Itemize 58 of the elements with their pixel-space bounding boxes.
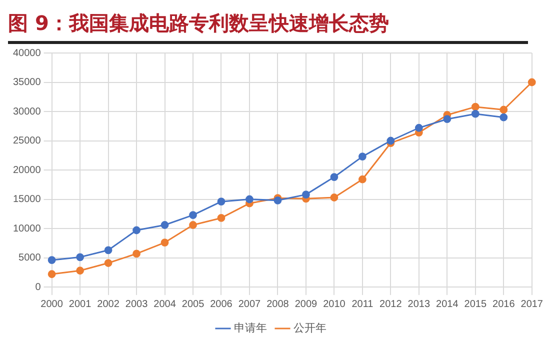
point [76,253,84,262]
point [48,256,56,264]
point [500,106,508,114]
point [160,238,169,246]
legend-label: 申请年 [234,321,267,334]
point [104,246,112,254]
chart-title: 图 9：我国集成电路专利数呈快速增长态势 [8,10,390,37]
y-tick-label: 0 [35,282,42,293]
point [358,175,366,184]
x-tick-label: 2004 [154,298,176,310]
point [132,226,140,234]
x-tick-label: 2002 [97,298,120,310]
point [48,270,56,278]
x-tick-label: 2011 [352,298,374,310]
point [330,194,338,202]
y-tick-label: 40000 [12,48,42,59]
x-tick-label: 2014 [436,298,459,310]
x-tick-label: 2005 [182,298,205,310]
legend-label: 公开年 [294,321,326,334]
point [246,195,254,204]
x-tick-label: 2016 [492,298,516,310]
point [386,136,395,145]
x-tick-label: 2009 [294,298,318,310]
x-tick-label: 2012 [380,298,402,310]
point [414,124,423,132]
point [76,266,84,275]
point [104,259,112,267]
point [471,102,480,111]
point [217,214,226,222]
y-tick-label: 25000 [12,136,42,146]
point [358,152,366,160]
y-tick-label: 30000 [12,106,42,118]
y-tick-label: 5000 [18,252,42,264]
x-tick-label: 2013 [408,298,430,310]
point [500,113,508,122]
x-tick-label: 2003 [125,298,148,310]
point [443,115,452,124]
point [302,190,310,199]
x-tick-label: 2017 [520,298,544,310]
point [132,250,140,258]
point [160,221,169,229]
point [528,78,536,86]
x-tick-label: 2006 [210,298,233,310]
x-tick-label: 2015 [464,298,487,310]
y-tick-label: 35000 [12,77,42,88]
point [217,198,226,206]
point [471,110,480,118]
point [330,173,338,181]
point [189,211,197,219]
x-tick-label: 2000 [40,298,64,310]
x-tick-label: 2010 [323,298,346,310]
y-tick-label: 20000 [12,164,42,176]
y-tick-label: 15000 [12,194,42,205]
point [189,221,197,229]
x-tick-label: 2007 [238,298,262,310]
x-tick-label: 2001 [68,298,92,310]
y-tick-label: 10000 [12,223,42,234]
x-tick-label: 2008 [266,298,290,310]
